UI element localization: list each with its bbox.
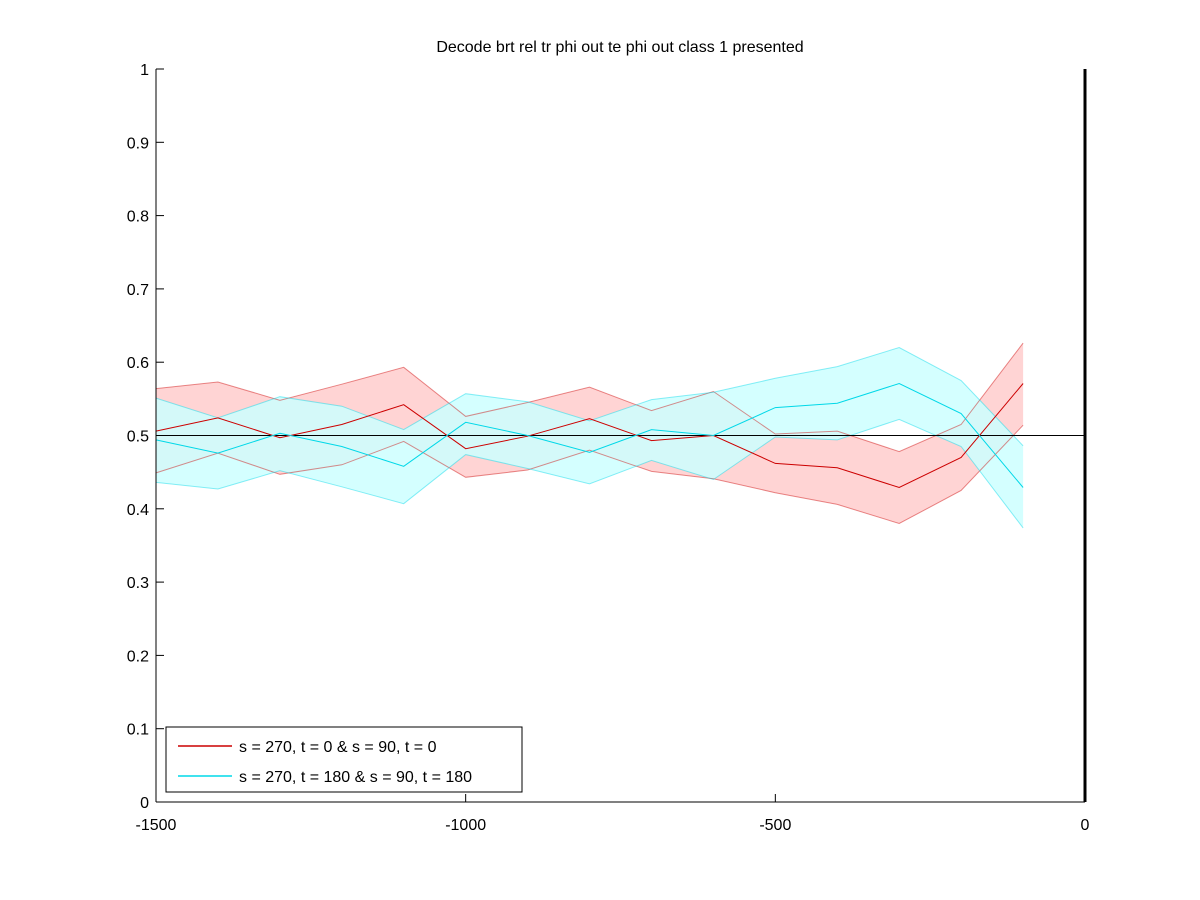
y-tick-label: 0.5	[127, 429, 149, 446]
y-axis-ticks: 0 0.1 0.2 0.3 0.4 0.5 0.6 0.7 0.8 0.9 1	[127, 62, 164, 812]
y-tick-label: 0.7	[127, 282, 149, 299]
y-tick-label: 0.1	[127, 722, 149, 739]
x-tick-label: 0	[1081, 817, 1090, 834]
legend-label-series-1: s = 270, t = 0 & s = 90, t = 0	[239, 739, 437, 756]
x-tick-label: -1500	[136, 817, 177, 834]
confidence-band-series-2	[156, 347, 1024, 528]
y-tick-label: 0.8	[127, 209, 149, 226]
upper-bound-series-1	[155, 342, 1024, 453]
confidence-bands	[156, 343, 1024, 528]
mean-line-series-2	[155, 382, 1024, 488]
confidence-bounds	[155, 342, 1024, 529]
y-tick-label: 0.2	[127, 648, 149, 665]
chart-title: Decode brt rel tr phi out te phi out cla…	[436, 39, 803, 56]
x-axis-ticks: -1500 -1000 -500 0	[136, 794, 1090, 834]
upper-bound-series-2	[155, 346, 1024, 447]
y-tick-label: 0	[140, 795, 149, 812]
y-tick-label: 0.6	[127, 355, 149, 372]
y-tick-label: 1	[140, 62, 149, 79]
mean-lines	[155, 382, 1024, 489]
x-tick-label: -1000	[445, 817, 486, 834]
lower-bound-series-1	[155, 424, 1024, 525]
y-tick-label: 0.9	[127, 135, 149, 152]
legend-box	[165, 726, 523, 793]
y-tick-label: 0.4	[127, 502, 149, 519]
reference-lines	[156, 69, 1087, 802]
x-tick-label: -500	[759, 817, 791, 834]
legend: s = 270, t = 0 & s = 90, t = 0 s = 270, t…	[165, 726, 523, 793]
mean-line-series-1	[155, 383, 1024, 489]
legend-label-series-2: s = 270, t = 180 & s = 90, t = 180	[239, 769, 472, 786]
lower-bound-series-2	[155, 418, 1024, 529]
y-tick-label: 0.3	[127, 575, 149, 592]
